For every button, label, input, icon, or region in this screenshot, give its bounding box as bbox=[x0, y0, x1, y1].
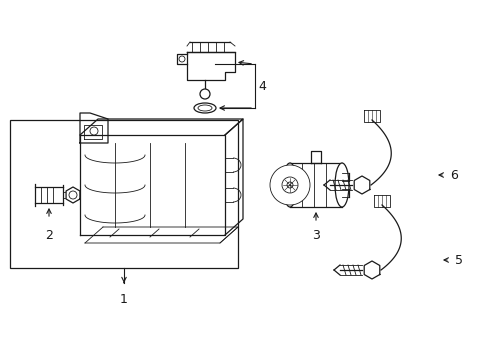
Circle shape bbox=[69, 191, 77, 199]
Circle shape bbox=[282, 177, 298, 193]
Ellipse shape bbox=[194, 103, 216, 113]
Circle shape bbox=[287, 182, 293, 188]
Text: 1: 1 bbox=[120, 293, 128, 306]
Ellipse shape bbox=[335, 163, 349, 207]
Text: 5: 5 bbox=[455, 253, 463, 266]
Circle shape bbox=[179, 56, 185, 62]
Text: 3: 3 bbox=[312, 229, 320, 242]
Bar bbox=[10, 120, 238, 268]
Circle shape bbox=[270, 165, 310, 205]
Text: 4: 4 bbox=[258, 80, 266, 93]
Ellipse shape bbox=[198, 105, 212, 111]
Circle shape bbox=[90, 127, 98, 135]
Circle shape bbox=[200, 89, 210, 99]
Ellipse shape bbox=[283, 163, 297, 207]
Text: 6: 6 bbox=[450, 168, 458, 181]
Text: 2: 2 bbox=[45, 229, 53, 242]
